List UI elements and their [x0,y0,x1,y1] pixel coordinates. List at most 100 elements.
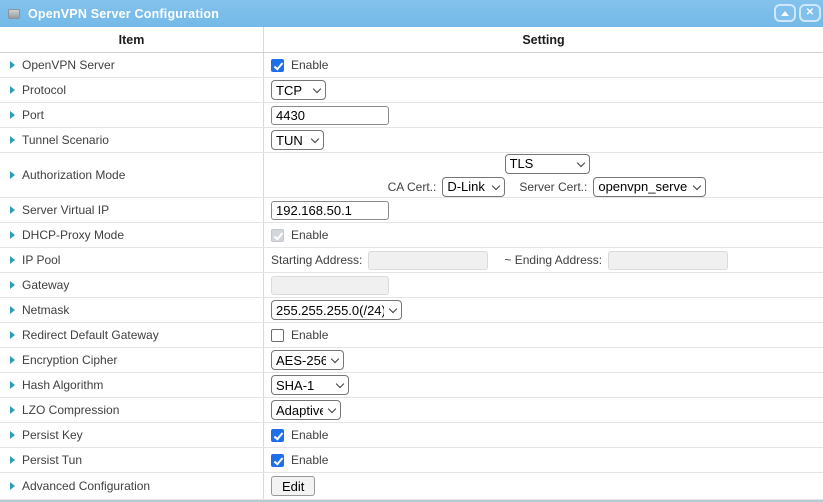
persist-key-enable-checkbox[interactable] [271,428,284,442]
bullet-icon [10,381,15,389]
close-icon: ✕ [805,7,815,18]
enable-label: Enable [291,453,329,467]
close-button[interactable]: ✕ [799,4,821,22]
protocol-select[interactable]: TCP [271,80,326,100]
item-label: Netmask [22,303,70,317]
item-label: Tunnel Scenario [22,133,109,147]
port-input[interactable] [271,105,389,125]
enable-label: Enable [291,328,329,342]
row-persist-tun: Persist Tun Enable [0,448,823,473]
netmask-select[interactable]: 255.255.255.0(/24) [271,300,402,320]
row-persist-key: Persist Key Enable [0,423,823,448]
chevron-down-icon: TCP [271,80,326,100]
config-table: Item Setting OpenVPN Server Enable Proto… [0,27,823,502]
window-icon [8,8,20,19]
advanced-configuration-edit-button[interactable]: Edit [271,476,316,496]
bullet-icon [10,231,15,239]
starting-address-label: Starting Address: [271,253,363,267]
persist-tun-enable-checkbox[interactable] [271,453,284,467]
row-redirect-default-gateway: Redirect Default Gateway Enable [0,323,823,348]
row-gateway: Gateway [0,273,823,298]
bullet-icon [10,61,15,69]
row-server-virtual-ip: Server Virtual IP [0,198,823,223]
titlebar-controls: ✕ [774,4,821,22]
item-label: Port [22,108,45,122]
enable-label: Enable [291,228,329,242]
window-title: OpenVPN Server Configuration [28,6,220,21]
row-encryption-cipher: Encryption Cipher AES-256 [0,348,823,373]
row-tunnel-scenario: Tunnel Scenario TUN [0,128,823,153]
item-label: Persist Tun [22,453,83,467]
collapse-icon [781,10,789,16]
chevron-down-icon: AES-256 [271,350,344,370]
item-label: DHCP-Proxy Mode [22,228,125,242]
bullet-icon [10,431,15,439]
chevron-down-icon: Adaptive [271,400,341,420]
bullet-icon [10,356,15,364]
ending-address-input [608,250,729,270]
bullet-icon [10,456,15,464]
item-label: Authorization Mode [22,168,126,182]
bullet-icon [10,281,15,289]
row-lzo-compression: LZO Compression Adaptive [0,398,823,423]
tunnel-scenario-select[interactable]: TUN [271,130,324,150]
bullet-icon [10,306,15,314]
bullet-icon [10,482,15,490]
chevron-down-icon: D-Link [442,176,506,197]
server-cert-select[interactable]: openvpn_server [593,176,707,197]
row-netmask: Netmask 255.255.255.0(/24) [0,298,823,323]
enable-label: Enable [291,428,329,442]
item-label: Server Virtual IP [22,203,110,217]
hash-algorithm-select[interactable]: SHA-1 [271,375,349,395]
item-label: Protocol [22,83,67,97]
chevron-down-icon: TUN [271,130,324,150]
item-label: Persist Key [22,428,83,442]
bullet-icon [10,136,15,144]
encryption-cipher-select[interactable]: AES-256 [271,350,344,370]
row-ip-pool: IP Pool Starting Address: ~ Ending Addre… [0,248,823,273]
bullet-icon [10,256,15,264]
row-hash-algorithm: Hash Algorithm SHA-1 [0,373,823,398]
ca-cert-label: CA Cert.: [387,179,437,194]
bullet-icon [10,86,15,94]
item-label: Gateway [22,278,70,292]
item-label: Encryption Cipher [22,353,118,367]
redirect-default-gateway-enable-checkbox[interactable] [271,328,284,342]
row-openvpn-server: OpenVPN Server Enable [0,53,823,78]
item-label: OpenVPN Server [22,58,115,72]
titlebar: OpenVPN Server Configuration ✕ [0,0,823,27]
row-dhcp-proxy-mode: DHCP-Proxy Mode Enable [0,223,823,248]
chevron-down-icon: 255.255.255.0(/24) [271,300,402,320]
item-label: Hash Algorithm [22,378,104,392]
server-cert-label: Server Cert.: [519,179,588,194]
dhcp-proxy-enable-checkbox [271,228,284,242]
item-label: Redirect Default Gateway [22,328,159,342]
chevron-down-icon: TLS [504,153,590,174]
lzo-compression-select[interactable]: Adaptive [271,400,341,420]
row-protocol: Protocol TCP [0,78,823,103]
bullet-icon [10,206,15,214]
row-advanced-configuration: Advanced Configuration Edit [0,473,823,500]
ending-address-label: ~ Ending Address: [504,253,603,267]
bullet-icon [10,111,15,119]
bullet-icon [10,406,15,414]
collapse-button[interactable] [774,4,796,22]
server-virtual-ip-input[interactable] [271,200,389,220]
chevron-down-icon: SHA-1 [271,375,349,395]
bullet-icon [10,331,15,339]
item-label: IP Pool [22,253,61,267]
authorization-mode-select[interactable]: TLS [504,153,590,174]
openvpn-server-enable-checkbox[interactable] [271,58,284,72]
bullet-icon [10,171,15,179]
header-item: Item [118,32,145,47]
table-header-row: Item Setting [0,27,823,53]
header-setting: Setting [263,27,823,52]
starting-address-input [368,250,489,270]
gateway-input [271,275,389,295]
enable-label: Enable [291,58,329,72]
item-label: Advanced Configuration [22,479,151,493]
row-authorization-mode: Authorization Mode TLS CA Cert.: D-Link … [0,153,823,198]
ca-cert-select[interactable]: D-Link [442,176,506,197]
row-port: Port [0,103,823,128]
